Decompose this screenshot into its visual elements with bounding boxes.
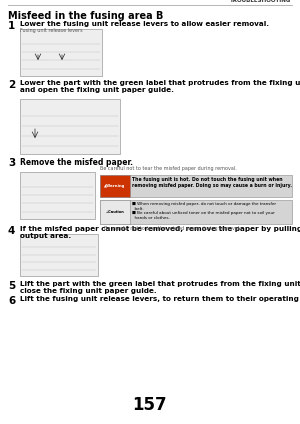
Text: Lower the fusing unit release levers to allow easier removal.: Lower the fusing unit release levers to … [20, 21, 269, 27]
Text: 2: 2 [8, 80, 15, 90]
Text: ▲Warning: ▲Warning [104, 184, 126, 188]
Text: Lower the part with the green label that protrudes from the fixing unit paper gu: Lower the part with the green label that… [20, 80, 300, 93]
Bar [100, 200, 292, 224]
Text: Be careful not to tear the misfed paper during removal.: Be careful not to tear the misfed paper … [104, 226, 241, 231]
Text: If the misfed paper cannot be removed, remove the paper by pulling it into the p: If the misfed paper cannot be removed, r… [20, 226, 300, 239]
Text: Lift the fusing unit release levers, to return them to their operating positions: Lift the fusing unit release levers, to … [20, 296, 300, 302]
Bar [20, 29, 102, 76]
Text: Misfeed in the fusing area B: Misfeed in the fusing area B [8, 11, 164, 21]
Text: 3: 3 [8, 158, 15, 168]
Text: 157: 157 [133, 396, 167, 414]
Text: ⚠Caution: ⚠Caution [106, 210, 124, 214]
Bar [20, 99, 120, 154]
Text: Lift the part with the green label that protrudes from the fixing unit paper gui: Lift the part with the green label that … [20, 281, 300, 294]
Text: ■ When removing misfed paper, do not touch or damage the transfer
  belt.
■ Be c: ■ When removing misfed paper, do not tou… [132, 202, 276, 220]
Bar [100, 175, 292, 197]
Text: 5: 5 [8, 281, 15, 291]
Bar [20, 172, 95, 219]
Text: Be careful not to tear the misfed paper during removal.: Be careful not to tear the misfed paper … [100, 166, 237, 171]
Bar [100, 175, 130, 197]
Text: Fusing unit release levers: Fusing unit release levers [20, 28, 82, 33]
Text: 1: 1 [8, 21, 15, 31]
Text: Remove the misfed paper.: Remove the misfed paper. [20, 158, 133, 167]
Bar [100, 200, 130, 224]
Bar [20, 234, 98, 276]
Text: 6: 6 [8, 296, 15, 306]
Text: 4: 4 [8, 226, 15, 236]
Text: The fusing unit is hot. Do not touch the fusing unit when
removing misfed paper.: The fusing unit is hot. Do not touch the… [132, 177, 292, 188]
Text: TROUBLESHOOTING: TROUBLESHOOTING [230, 0, 291, 3]
